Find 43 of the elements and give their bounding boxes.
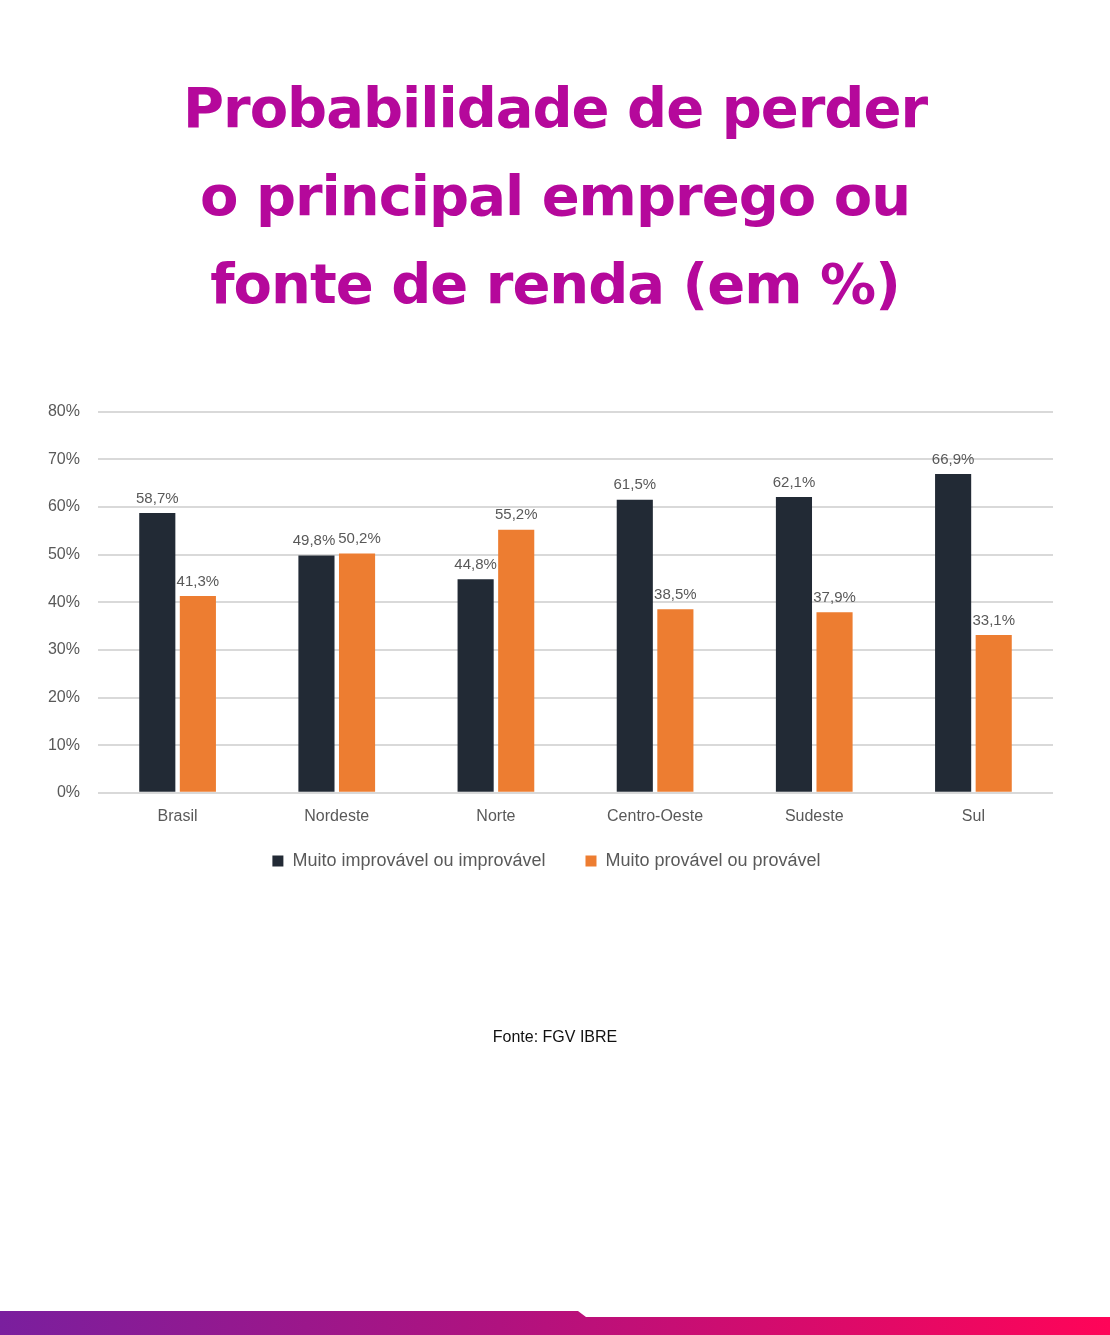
data-label: 44,8% bbox=[454, 554, 497, 572]
x-tick-label: Sul bbox=[961, 806, 985, 824]
data-label: 49,8% bbox=[292, 531, 336, 549]
data-label: 66,9% bbox=[931, 449, 975, 467]
legend-label: Muito provável ou provável bbox=[605, 849, 821, 870]
data-label: 55,2% bbox=[494, 505, 538, 523]
chart-title: Probabilidade de perder o principal emprego ou fonte de renda (em %) bbox=[181, 74, 929, 318]
bar bbox=[935, 474, 972, 792]
y-tick-label: 40% bbox=[47, 592, 80, 610]
data-label: 61,5% bbox=[613, 475, 657, 493]
bar bbox=[657, 609, 694, 792]
y-tick-label: 70% bbox=[47, 449, 80, 467]
x-tick-label: Sudeste bbox=[784, 806, 844, 824]
data-label: 62,1% bbox=[772, 472, 816, 490]
x-tick-label: Nordeste bbox=[304, 806, 370, 824]
data-label: 33,1% bbox=[972, 610, 1015, 628]
x-tick-label: Centro-Oeste bbox=[607, 806, 704, 824]
x-tick-label: Norte bbox=[476, 806, 516, 824]
data-label: 41,3% bbox=[176, 571, 220, 589]
bar bbox=[139, 513, 176, 792]
source-note: Fonte: FGV IBRE bbox=[492, 1028, 618, 1046]
bar bbox=[616, 499, 653, 792]
data-label: 58,7% bbox=[136, 488, 179, 506]
y-tick-label: 30% bbox=[47, 640, 80, 658]
bar bbox=[298, 555, 335, 792]
y-tick-label: 50% bbox=[47, 544, 80, 562]
bar bbox=[498, 529, 535, 792]
y-tick-label: 0% bbox=[56, 783, 80, 801]
bar bbox=[338, 553, 376, 792]
data-label: 38,5% bbox=[654, 584, 697, 602]
data-label: 37,9% bbox=[813, 587, 856, 605]
data-label: 50,2% bbox=[338, 529, 381, 547]
x-tick-label: Brasil bbox=[157, 806, 198, 824]
legend-label: Muito improvável ou improvável bbox=[292, 849, 546, 870]
bar bbox=[975, 635, 1012, 792]
bar bbox=[816, 612, 853, 792]
bar bbox=[775, 496, 813, 792]
bar bbox=[457, 579, 494, 792]
y-tick-label: 80% bbox=[47, 402, 80, 420]
y-tick-label: 10% bbox=[47, 735, 80, 753]
y-tick-label: 60% bbox=[47, 497, 80, 515]
y-tick-label: 20% bbox=[47, 687, 80, 705]
bar bbox=[179, 596, 216, 792]
